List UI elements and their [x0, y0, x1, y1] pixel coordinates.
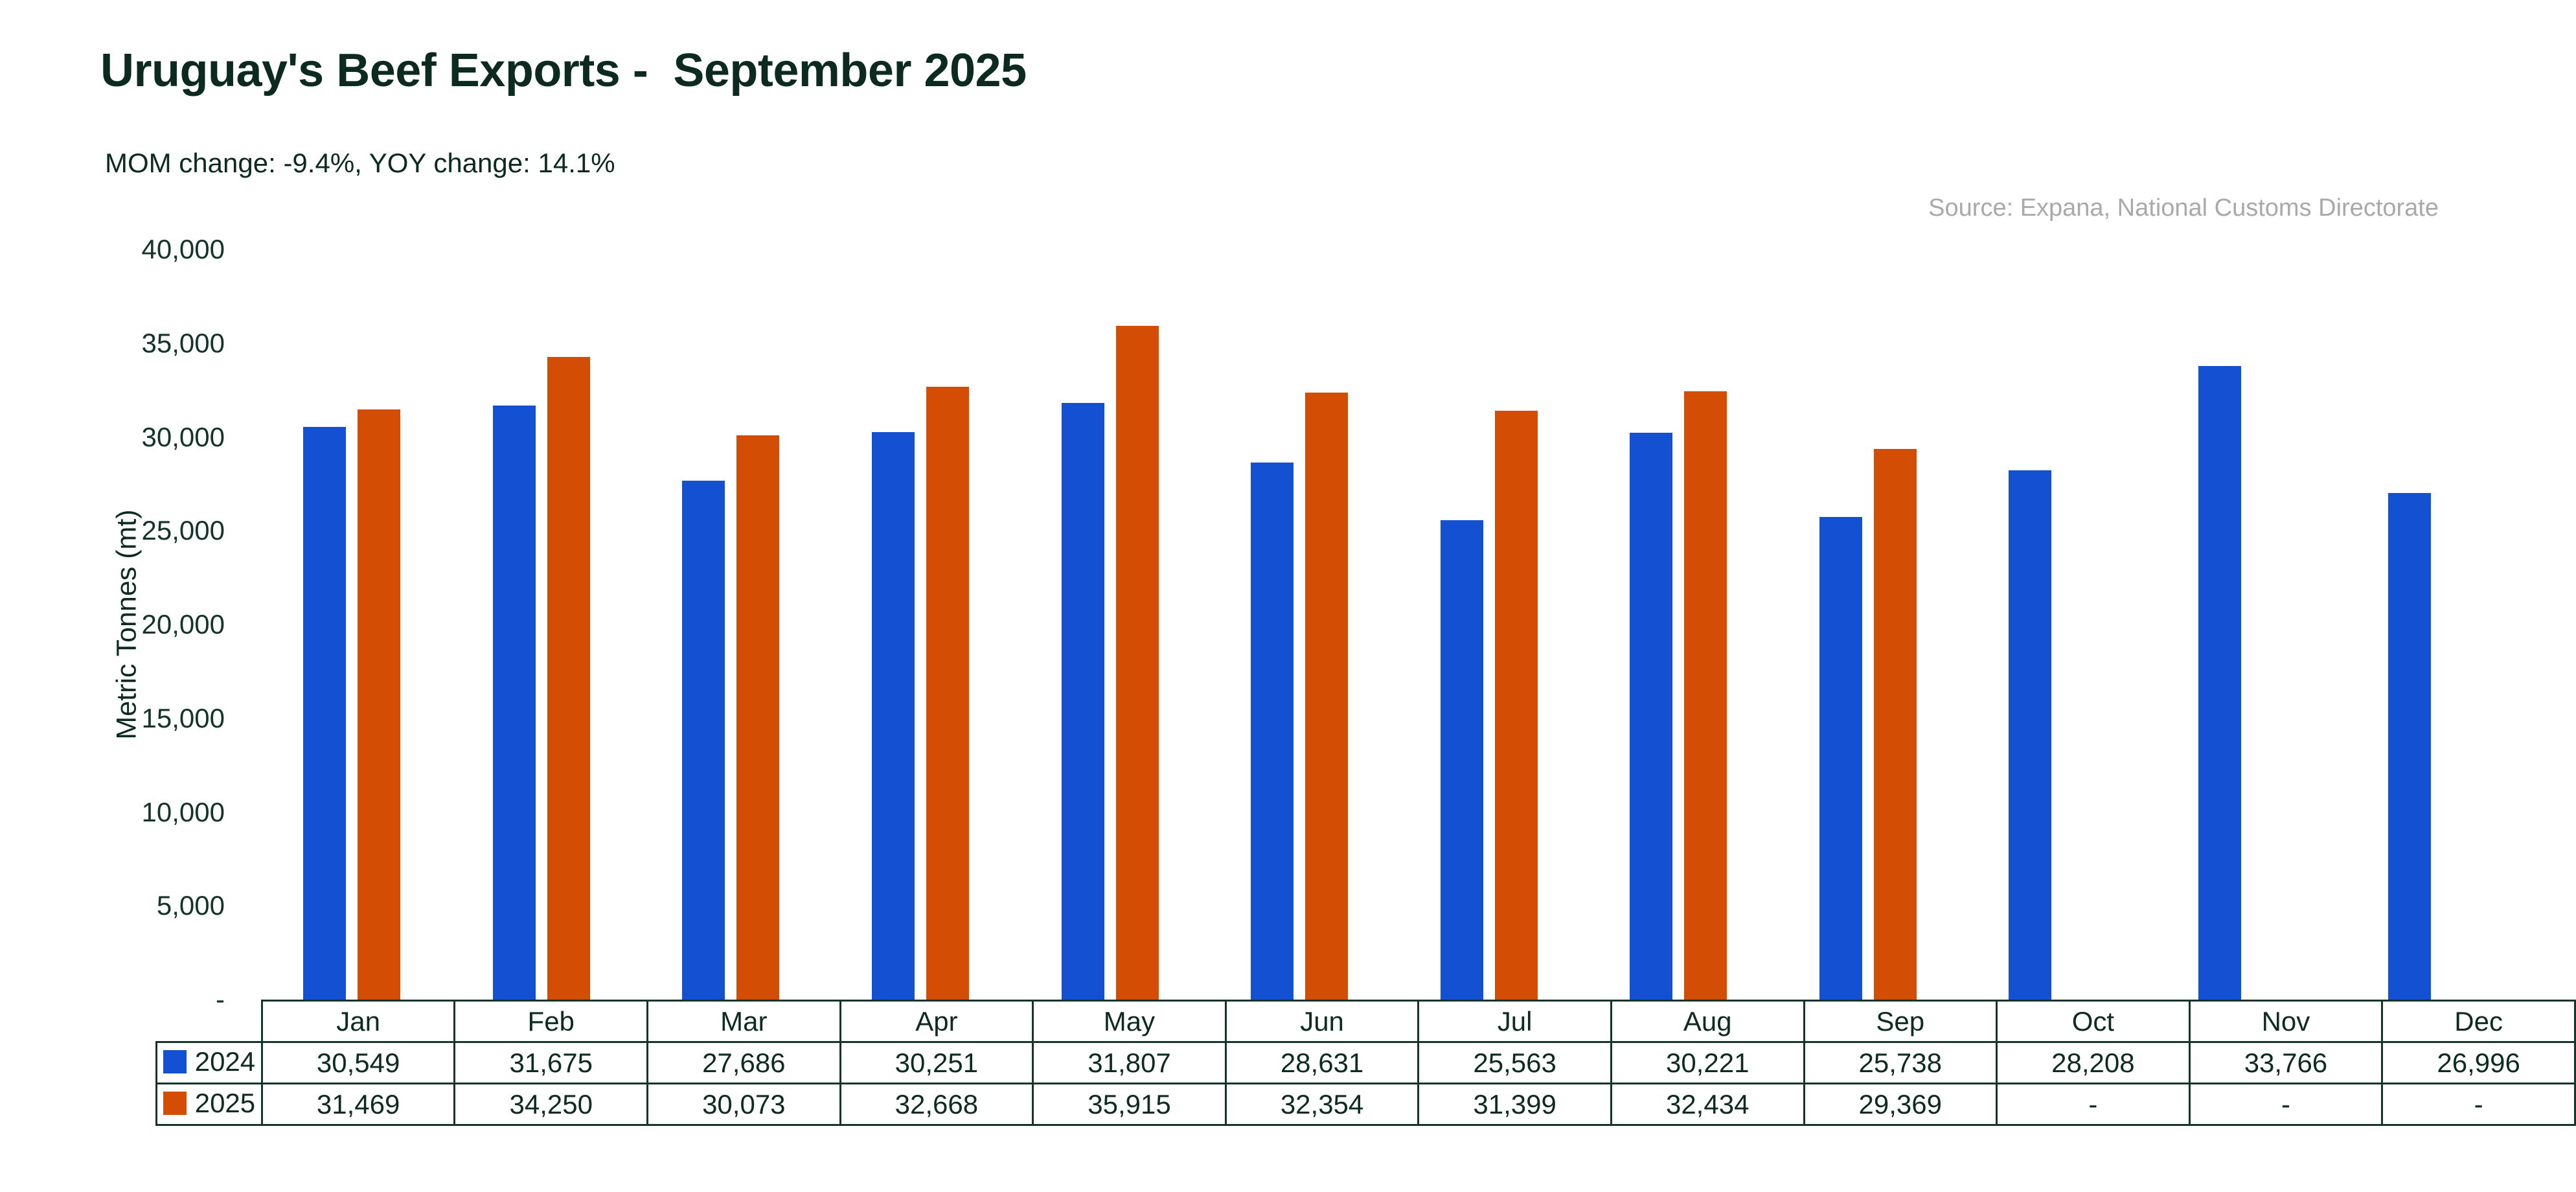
- y-tick-label: 20,000: [141, 609, 225, 639]
- month-header-cell-feb: Feb: [453, 1000, 649, 1043]
- bar-2025-mar: [736, 435, 780, 1000]
- series-label-2024: 2024: [194, 1046, 256, 1077]
- value-cell-2024-jan: 30,549: [260, 1041, 456, 1084]
- value-cell-2025-jun: 32,354: [1224, 1083, 1420, 1126]
- value-cell-2025-may: 35,915: [1032, 1083, 1227, 1126]
- y-tick-label: 30,000: [141, 421, 225, 452]
- bar-group-jan: [257, 249, 447, 1000]
- value-cell-2025-feb: 34,250: [453, 1083, 649, 1126]
- bar-2025-sep: [1873, 448, 1917, 1000]
- value-cell-2024-feb: 31,675: [453, 1041, 649, 1084]
- bar-group-sep: [1773, 249, 1963, 1000]
- bar-group-apr: [826, 249, 1016, 1000]
- value-cell-2024-mar: 27,686: [646, 1041, 841, 1084]
- bar-group-oct: [1963, 249, 2152, 1000]
- bar-group-aug: [1584, 249, 1773, 1000]
- y-tick-label: 35,000: [141, 327, 225, 358]
- value-cell-2025-oct: -: [1996, 1083, 2191, 1126]
- bar-2025-aug: [1684, 391, 1727, 1000]
- value-cell-2025-nov: -: [2188, 1083, 2384, 1126]
- bar-group-feb: [447, 249, 637, 1000]
- bar-2025-apr: [926, 387, 970, 1000]
- bar-2024-apr: [872, 432, 915, 1000]
- bar-2025-jun: [1305, 393, 1349, 1000]
- month-header-cell-apr: Apr: [839, 1000, 1034, 1043]
- series-label-2025: 2025: [194, 1087, 256, 1118]
- value-cell-2024-jul: 25,563: [1417, 1041, 1612, 1084]
- bar-2024-oct: [2009, 470, 2052, 1000]
- month-header-cell-mar: Mar: [646, 1000, 841, 1043]
- bar-2025-may: [1115, 326, 1159, 1000]
- bar-group-dec: [2342, 249, 2531, 1000]
- chart-subtitle: MOM change: -9.4%, YOY change: 14.1%: [105, 148, 615, 178]
- legend-key-2024: 2024: [163, 1046, 255, 1077]
- value-cell-2025-dec: -: [2381, 1083, 2576, 1126]
- bar-2025-jan: [358, 409, 401, 1000]
- table-row-2024: 2024 30,549 31,675 27,686 30,251 31,807 28,631…: [155, 1041, 2576, 1084]
- y-tick-label: 40,000: [141, 234, 225, 264]
- table-corner-cell: [157, 1001, 262, 1042]
- value-cell-2025-aug: 32,434: [1610, 1083, 1805, 1126]
- bar-2025-jul: [1494, 411, 1538, 1000]
- value-cell-2025-jan: 31,469: [260, 1083, 456, 1126]
- chart-title: Uruguay's Beef Exports - September 2025: [100, 45, 1027, 97]
- table-header-row: Jan Feb Mar Apr May Jun Jul Aug Sep Oct Nov Dec: [157, 1000, 2576, 1043]
- data-table-body: Jan Feb Mar Apr May Jun Jul Aug Sep Oct Nov Dec 2024…: [155, 1000, 2576, 1126]
- value-cell-2024-sep: 25,738: [1803, 1041, 1998, 1084]
- legend-swatch-2024: [163, 1049, 187, 1073]
- plot-area: [257, 249, 2531, 1000]
- bar-2024-mar: [682, 480, 725, 1000]
- y-tick-label: 5,000: [156, 890, 225, 921]
- month-header-cell-dec: Dec: [2381, 1000, 2576, 1043]
- bar-2024-sep: [1819, 516, 1862, 1000]
- data-table: Jan Feb Mar Apr May Jun Jul Aug Sep Oct Nov Dec 2024…: [155, 1000, 2576, 1126]
- bar-group-jun: [1205, 249, 1395, 1000]
- legend-swatch-2025: [163, 1091, 187, 1115]
- value-cell-2025-mar: 30,073: [646, 1083, 841, 1126]
- bar-2024-nov: [2198, 366, 2242, 1000]
- value-cell-2024-oct: 28,208: [1996, 1041, 2191, 1084]
- legend-key-2025: 2025: [163, 1088, 255, 1119]
- bar-group-nov: [2152, 249, 2342, 1000]
- source-note: Source: Expana, National Customs Directo…: [1928, 194, 2439, 222]
- value-cell-2024-may: 31,807: [1032, 1041, 1227, 1084]
- month-header-cell-oct: Oct: [1996, 1000, 2191, 1043]
- month-header-cell-jul: Jul: [1417, 1000, 1612, 1043]
- table-row-2025: 2025 31,469 34,250 30,073 32,668 35,915 32,354…: [155, 1083, 2576, 1126]
- value-cell-2024-jun: 28,631: [1224, 1041, 1420, 1084]
- month-header-cell-sep: Sep: [1803, 1000, 1998, 1043]
- bar-group-jul: [1394, 249, 1584, 1000]
- bar-2024-dec: [2388, 493, 2431, 1000]
- y-tick-label: 10,000: [141, 796, 225, 827]
- y-tick-label: -: [216, 984, 225, 1014]
- bar-2024-may: [1061, 403, 1104, 1000]
- month-header-cell-jun: Jun: [1224, 1000, 1420, 1043]
- bar-2024-jan: [303, 426, 347, 1000]
- value-cell-2025-apr: 32,668: [839, 1083, 1034, 1126]
- value-cell-2024-aug: 30,221: [1610, 1041, 1805, 1084]
- value-cell-2025-jul: 31,399: [1417, 1083, 1612, 1126]
- legend-cell-2024: 2024: [155, 1041, 263, 1084]
- bar-2024-feb: [492, 406, 536, 1000]
- bar-2025-feb: [547, 357, 590, 1000]
- bar-2024-jul: [1440, 520, 1483, 1000]
- bar-2024-aug: [1630, 433, 1673, 1000]
- value-cell-2024-apr: 30,251: [839, 1041, 1034, 1084]
- bar-group-may: [1015, 249, 1205, 1000]
- bar-2024-jun: [1251, 463, 1294, 1000]
- y-tick-label: 15,000: [141, 702, 225, 733]
- value-cell-2024-nov: 33,766: [2188, 1041, 2384, 1084]
- month-header-cell-may: May: [1032, 1000, 1227, 1043]
- bar-group-mar: [636, 249, 826, 1000]
- value-cell-2025-sep: 29,369: [1803, 1083, 1998, 1126]
- month-header-cell-aug: Aug: [1610, 1000, 1805, 1043]
- month-header-cell-nov: Nov: [2188, 1000, 2384, 1043]
- month-header-cell-jan: Jan: [260, 1000, 456, 1043]
- y-axis-tick-labels: 40,000 35,000 30,000 25,000 20,000 15,000 10,0…: [0, 234, 225, 1014]
- y-tick-label: 25,000: [141, 515, 225, 546]
- value-cell-2024-dec: 26,996: [2381, 1041, 2576, 1084]
- legend-cell-2025: 2025: [155, 1083, 263, 1126]
